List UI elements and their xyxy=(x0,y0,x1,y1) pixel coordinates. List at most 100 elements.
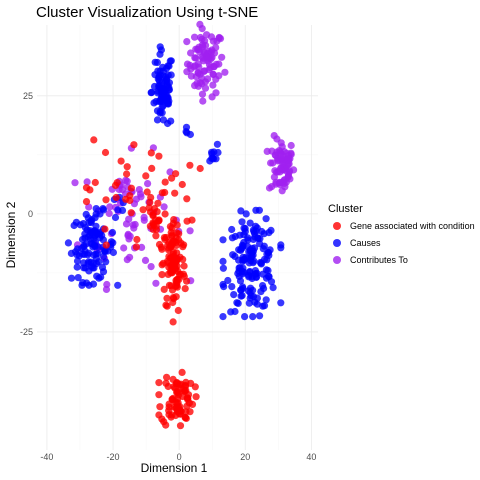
data-point xyxy=(241,313,248,320)
data-point xyxy=(224,277,231,284)
data-point xyxy=(133,243,140,250)
data-point xyxy=(83,211,90,218)
data-point xyxy=(90,251,97,258)
data-point xyxy=(165,253,172,260)
data-point xyxy=(114,206,121,213)
data-point xyxy=(199,98,206,105)
data-point xyxy=(279,187,286,194)
data-point xyxy=(144,188,151,195)
data-point xyxy=(110,249,117,256)
legend-label: Gene associated with condition xyxy=(350,221,475,231)
data-point xyxy=(148,165,155,172)
data-point xyxy=(201,67,208,74)
data-point xyxy=(183,124,190,131)
data-point xyxy=(160,260,167,267)
data-point xyxy=(230,291,237,298)
data-point xyxy=(183,38,190,45)
data-point xyxy=(249,313,256,320)
data-point xyxy=(162,179,169,186)
data-point xyxy=(197,34,204,41)
data-point xyxy=(163,295,170,302)
data-point xyxy=(162,210,169,217)
data-point xyxy=(233,299,240,306)
data-point xyxy=(252,267,259,274)
data-point xyxy=(192,383,199,390)
data-point xyxy=(89,243,96,250)
data-point xyxy=(161,203,168,210)
data-point xyxy=(154,116,161,123)
data-point xyxy=(152,280,159,287)
data-point xyxy=(151,83,158,90)
data-point xyxy=(257,288,264,295)
y-tick-label: -25 xyxy=(20,327,33,337)
data-point xyxy=(228,226,235,233)
data-point xyxy=(179,393,186,400)
data-point xyxy=(270,284,277,291)
legend-title: Cluster xyxy=(328,203,363,215)
data-point xyxy=(183,278,190,285)
data-point xyxy=(201,49,208,56)
data-point xyxy=(77,221,84,228)
data-point xyxy=(120,244,127,251)
data-point xyxy=(213,61,220,68)
data-point xyxy=(220,265,227,272)
data-point xyxy=(155,75,162,82)
data-point xyxy=(219,258,226,265)
data-point xyxy=(228,283,235,290)
data-point xyxy=(148,149,155,156)
data-point xyxy=(127,233,134,240)
data-point xyxy=(258,260,265,267)
x-tick-label: -40 xyxy=(40,452,53,462)
data-point xyxy=(172,170,179,177)
data-point xyxy=(156,216,163,223)
data-point xyxy=(80,264,87,271)
data-point xyxy=(170,216,177,223)
data-point xyxy=(277,299,284,306)
data-point xyxy=(239,265,246,272)
data-point xyxy=(165,271,172,278)
data-point xyxy=(180,271,187,278)
data-point xyxy=(125,216,132,223)
data-point xyxy=(124,163,131,170)
data-point xyxy=(164,303,171,310)
data-point xyxy=(130,141,137,148)
x-tick-label: 40 xyxy=(306,452,316,462)
data-point xyxy=(158,246,165,253)
data-point xyxy=(263,296,270,303)
data-point xyxy=(166,79,173,86)
data-point xyxy=(132,221,139,228)
data-point xyxy=(137,190,144,197)
data-point xyxy=(154,200,161,207)
x-axis-title: Dimension 1 xyxy=(141,461,208,475)
data-point xyxy=(161,286,168,293)
data-point xyxy=(95,275,102,282)
data-point xyxy=(142,172,149,179)
data-point xyxy=(179,243,186,250)
data-point xyxy=(85,282,92,289)
data-point xyxy=(93,210,100,217)
data-point xyxy=(144,180,151,187)
data-point xyxy=(170,318,177,325)
data-point xyxy=(128,209,135,216)
data-point xyxy=(101,248,108,255)
data-point xyxy=(162,422,169,429)
data-point xyxy=(183,195,190,202)
data-point xyxy=(256,312,263,319)
x-tick-label: 20 xyxy=(240,452,250,462)
data-point xyxy=(263,215,270,222)
data-point xyxy=(186,162,193,169)
data-point xyxy=(68,275,75,282)
data-point xyxy=(155,379,162,386)
data-point xyxy=(155,153,162,160)
data-point xyxy=(259,271,266,278)
data-point xyxy=(172,404,179,411)
data-point xyxy=(277,241,284,248)
data-point xyxy=(112,182,119,189)
data-point xyxy=(231,308,238,315)
data-point xyxy=(154,208,161,215)
data-point xyxy=(176,254,183,261)
data-point xyxy=(157,96,164,103)
data-point xyxy=(247,220,254,227)
chart-title: Cluster Visualization Using t-SNE xyxy=(36,4,258,21)
data-point xyxy=(197,165,204,172)
